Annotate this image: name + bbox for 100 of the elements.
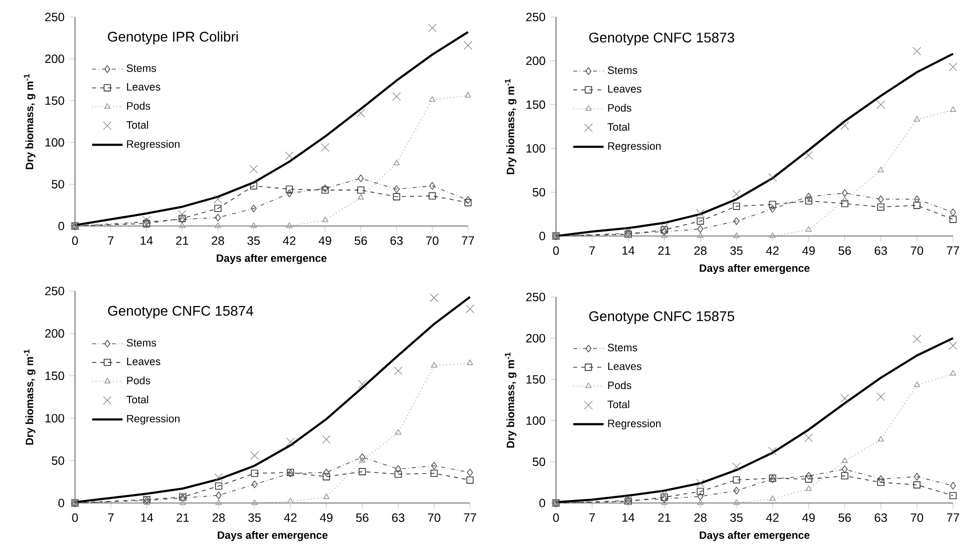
- point: [805, 485, 812, 491]
- y-tick-label: 150: [46, 96, 64, 105]
- y-tick-label: 250: [45, 12, 64, 22]
- point: [696, 208, 705, 218]
- y-axis-title: Dry biomass, g m$^{-1}$: [504, 79, 516, 174]
- point: [287, 498, 294, 504]
- x-tick-label: 77: [462, 236, 474, 245]
- point: [214, 473, 223, 482]
- y-tick-label: 100: [526, 144, 546, 153]
- point: [805, 197, 812, 205]
- x-tick-label: 0: [553, 246, 559, 255]
- legend-label: Stems: [126, 64, 156, 72]
- point: [394, 366, 402, 375]
- text: Genotype CNFC 15875: [589, 311, 734, 324]
- x-axis-title: Days after emergence: [700, 531, 810, 542]
- legend-label: Pods: [127, 102, 150, 110]
- point: [949, 216, 957, 223]
- x-tick-label: 28: [212, 513, 225, 522]
- x-tick-label: 35: [248, 513, 261, 522]
- x-tick-label: 49: [802, 246, 815, 255]
- point: [286, 186, 293, 193]
- legend-label: Total: [608, 122, 630, 131]
- point: [179, 222, 186, 228]
- point: [914, 116, 920, 122]
- x-tick-label: 14: [622, 246, 634, 255]
- point: [357, 186, 364, 194]
- point: [395, 429, 402, 435]
- point: [285, 152, 294, 160]
- point: [430, 470, 438, 477]
- point: [948, 62, 958, 72]
- x-tick-label: 77: [464, 513, 476, 522]
- point: [394, 470, 402, 478]
- point: [768, 173, 777, 182]
- x-tick-label: 42: [766, 246, 779, 255]
- point: [876, 392, 886, 401]
- legend-label: Leaves: [127, 83, 160, 91]
- y-tick-label: 200: [45, 54, 64, 64]
- point: [950, 106, 956, 112]
- x-tick-label: 63: [392, 513, 404, 522]
- point: [696, 488, 704, 496]
- y-tick-label: 250: [526, 12, 546, 22]
- y-tick-label: 50: [52, 456, 64, 465]
- x-axis-title: Days after emergence: [700, 264, 810, 274]
- y-tick-label: 150: [526, 375, 546, 384]
- point: [696, 218, 704, 225]
- point: [178, 210, 186, 219]
- point: [806, 192, 812, 200]
- y-tick-label: 0: [58, 222, 64, 230]
- x-tick-label: 35: [730, 246, 743, 255]
- y-tick-label: 200: [526, 56, 546, 66]
- point: [464, 41, 472, 50]
- legend-label: Regression: [127, 140, 180, 150]
- point: [358, 174, 364, 182]
- point: [429, 182, 436, 190]
- x-tick-label: 14: [140, 236, 153, 245]
- point: [913, 202, 921, 209]
- point: [732, 476, 740, 484]
- x-axis-title: Days after emergence: [216, 254, 327, 264]
- point: [914, 382, 920, 388]
- point: [323, 493, 330, 500]
- y-tick-label: 50: [52, 180, 64, 188]
- point: [914, 472, 920, 480]
- point: [464, 198, 472, 206]
- x-tick-label: 21: [176, 513, 189, 522]
- text: Genotype IPR Colibri: [108, 31, 238, 44]
- point: [322, 216, 328, 222]
- x-tick-label: 0: [72, 236, 78, 245]
- point: [733, 232, 740, 238]
- legend-label: Regression: [127, 414, 180, 425]
- point: [358, 194, 364, 200]
- point: [359, 453, 366, 462]
- point: [252, 480, 258, 488]
- legend-label: Regression: [608, 419, 661, 430]
- point: [768, 200, 776, 208]
- legend-label: Leaves: [127, 358, 160, 366]
- x-tick-label: 7: [589, 513, 595, 522]
- legend-label: Leaves: [608, 85, 642, 93]
- point: [216, 492, 222, 500]
- point: [806, 472, 812, 480]
- x-tick-label: 28: [694, 246, 707, 255]
- point: [251, 499, 258, 505]
- y-tick-label: 0: [539, 498, 546, 508]
- point: [914, 195, 920, 204]
- point: [768, 446, 777, 456]
- point: [467, 468, 473, 476]
- y-axis-title: Dry biomass, g m$^{-1}$: [504, 352, 516, 448]
- x-tick-label: 35: [730, 513, 743, 522]
- point: [393, 160, 400, 166]
- point: [769, 495, 776, 501]
- point: [250, 182, 258, 190]
- x-tick-label: 28: [212, 236, 224, 245]
- point: [804, 434, 813, 442]
- legend-label: Total: [608, 400, 630, 408]
- x-tick-label: 56: [356, 513, 368, 522]
- x-tick-label: 42: [284, 513, 297, 522]
- point: [950, 208, 956, 216]
- x-tick-label: 14: [141, 513, 154, 522]
- x-tick-label: 21: [176, 236, 188, 245]
- point: [356, 108, 366, 118]
- point: [428, 192, 436, 200]
